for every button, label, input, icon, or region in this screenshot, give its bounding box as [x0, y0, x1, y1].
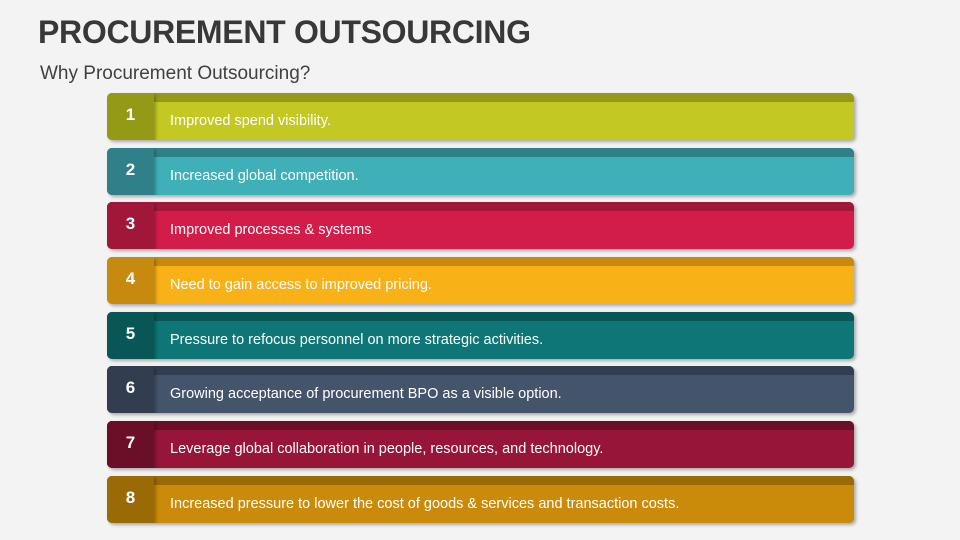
- item-text: Improved spend visibility.: [170, 113, 331, 129]
- number-tab: 4: [107, 257, 154, 305]
- item-text: Increased pressure to lower the cost of …: [170, 495, 680, 512]
- number-tab: 1: [107, 93, 154, 140]
- bar-top-strip: [107, 475, 854, 485]
- item-text: Increased global competition.: [170, 167, 359, 184]
- number-tab: 5: [107, 311, 154, 359]
- bar-top-strip: [107, 421, 854, 431]
- page-subtitle: Why Procurement Outsourcing?: [40, 63, 311, 84]
- item-text: Need to gain access to improved pricing.: [170, 277, 432, 294]
- page-title: PROCUREMENT OUTSOURCING: [38, 14, 531, 50]
- list-item: 6 Growing acceptance of procurement BPO …: [107, 366, 854, 414]
- reasons-list: 1 Improved spend visibility. 2 Increased…: [107, 93, 854, 531]
- bar-top-strip: [107, 202, 854, 212]
- number-tab: 8: [107, 475, 154, 523]
- list-item: 7 Leverage global collaboration in peopl…: [107, 421, 854, 469]
- list-item: 1 Improved spend visibility.: [107, 93, 854, 140]
- number-tab: 6: [107, 366, 154, 414]
- item-text: Growing acceptance of procurement BPO as…: [170, 386, 562, 403]
- number-tab: 7: [107, 421, 154, 469]
- number-tab: 2: [107, 147, 154, 195]
- bar-top-strip: [107, 257, 854, 267]
- list-item: 5 Pressure to refocus personnel on more …: [107, 311, 854, 359]
- list-item: 8 Increased pressure to lower the cost o…: [107, 475, 854, 523]
- list-item: 2 Increased global competition.: [107, 147, 854, 195]
- list-item: 3 Improved processes & systems: [107, 202, 854, 250]
- bar-top-strip: [107, 147, 854, 157]
- bar-top-strip: [107, 93, 854, 102]
- bar-top-strip: [107, 366, 854, 376]
- list-item: 4 Need to gain access to improved pricin…: [107, 257, 854, 305]
- number-tab: 3: [107, 202, 154, 250]
- item-text: Improved processes & systems: [170, 222, 372, 239]
- item-text: Pressure to refocus personnel on more st…: [170, 331, 544, 348]
- item-text: Leverage global collaboration in people,…: [170, 441, 604, 458]
- bar-top-strip: [107, 311, 854, 321]
